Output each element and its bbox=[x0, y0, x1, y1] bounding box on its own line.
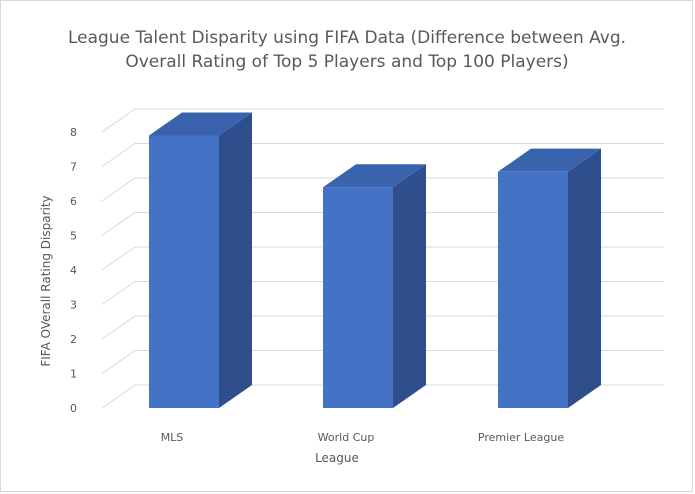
y-tick-label: 1 bbox=[70, 368, 77, 381]
bar-top bbox=[498, 148, 601, 172]
bar-side bbox=[393, 164, 426, 408]
gridlines bbox=[101, 108, 664, 409]
chart-title-line-2: Overall Rating of Top 5 Players and Top … bbox=[125, 52, 568, 72]
y-tick-label: 0 bbox=[70, 402, 77, 415]
x-axis-title: League bbox=[315, 451, 359, 465]
y-tick-label: 4 bbox=[70, 264, 77, 277]
bar-top bbox=[323, 164, 426, 188]
x-tick-label: Premier League bbox=[478, 431, 564, 444]
y-axis-title: FIFA OVerall Rating Disparity bbox=[39, 195, 53, 366]
bar-side bbox=[219, 112, 252, 408]
y-axis-ticks: 0 1 2 3 4 5 6 7 8 bbox=[70, 126, 77, 415]
bar bbox=[323, 164, 426, 408]
y-tick-label: 6 bbox=[70, 195, 77, 208]
bar bbox=[149, 112, 252, 408]
y-tick-label: 5 bbox=[70, 230, 77, 243]
gridline bbox=[101, 143, 664, 167]
y-tick-label: 7 bbox=[70, 161, 77, 174]
chart-title-line-1: League Talent Disparity using FIFA Data … bbox=[68, 28, 626, 48]
y-tick-label: 2 bbox=[70, 333, 77, 346]
x-axis-ticks: MLS World Cup Premier League bbox=[161, 431, 565, 444]
x-tick-label: World Cup bbox=[318, 431, 375, 444]
gridline bbox=[101, 350, 664, 374]
bar bbox=[498, 148, 601, 409]
y-tick-label: 8 bbox=[70, 126, 77, 139]
bar-front bbox=[149, 135, 219, 408]
gridline bbox=[101, 384, 664, 409]
bar-front bbox=[498, 171, 568, 408]
chart-title: League Talent Disparity using FIFA Data … bbox=[68, 28, 626, 72]
gridline bbox=[101, 177, 664, 202]
x-tick-label: MLS bbox=[161, 431, 184, 444]
bar-top bbox=[149, 112, 252, 136]
gridline bbox=[101, 108, 664, 133]
gridline bbox=[101, 246, 664, 271]
gridline bbox=[101, 315, 664, 340]
y-tick-label: 3 bbox=[70, 299, 77, 312]
gridline bbox=[101, 281, 664, 305]
bar-side bbox=[568, 148, 601, 409]
gridline bbox=[101, 212, 664, 236]
bar-front bbox=[323, 187, 393, 408]
bars bbox=[149, 112, 601, 409]
